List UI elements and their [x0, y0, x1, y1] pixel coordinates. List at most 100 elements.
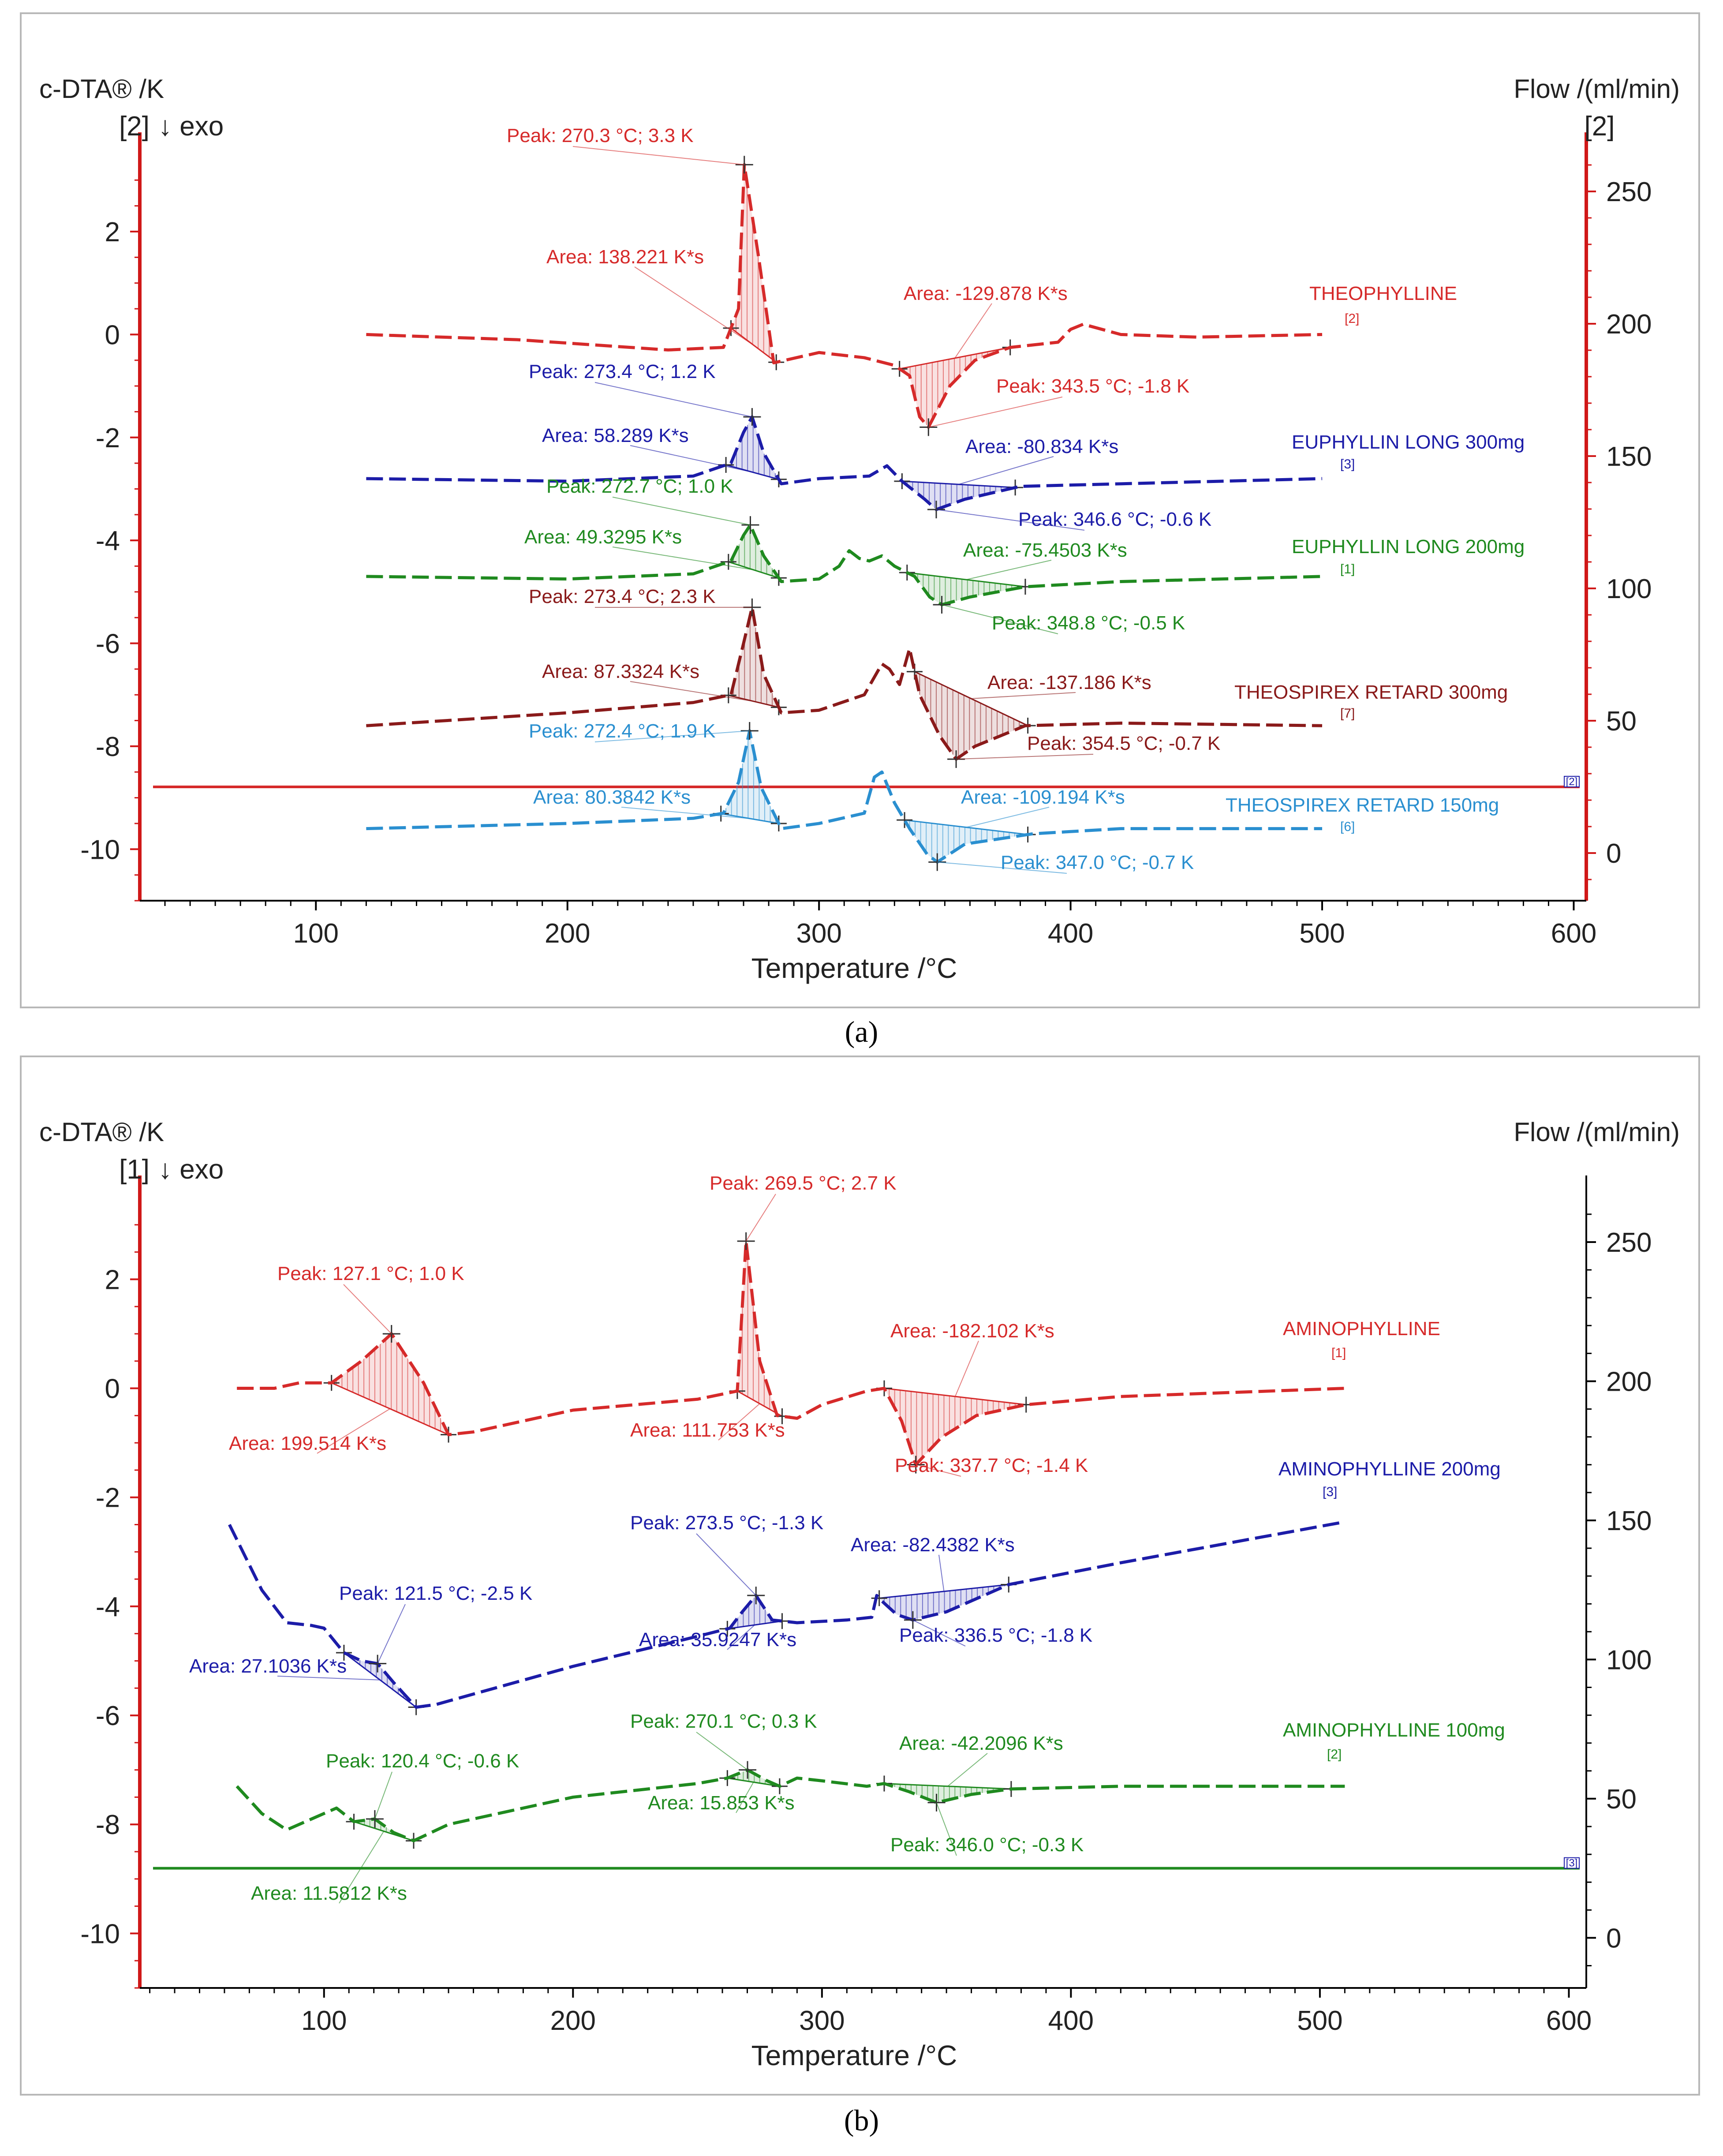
- series-line: [228, 1520, 1346, 1709]
- area-leader: [630, 445, 753, 473]
- peak-leader: [956, 754, 1094, 760]
- x-tick-label: 200: [550, 2006, 596, 2036]
- area-shading: [899, 347, 1010, 427]
- peak-label: Peak: 270.3 °C; 3.3 K: [507, 125, 694, 146]
- area-label: Area: 138.221 K*s: [546, 246, 704, 268]
- y-tick-label: 0: [105, 1374, 120, 1404]
- x-axis-title: Temperature /°C: [751, 952, 957, 984]
- y2-tick-label: 50: [1606, 1784, 1637, 1815]
- left-index-label: [1]: [119, 1154, 150, 1185]
- peak-label: Peak: 273.5 °C; -1.3 K: [630, 1512, 823, 1534]
- series-tag-label: [3]: [1323, 1485, 1337, 1499]
- x-axis-title: Temperature /°C: [751, 2040, 957, 2071]
- flow-line-tag-box: [1564, 776, 1580, 787]
- peak-leader: [612, 497, 751, 526]
- area-baseline: [728, 561, 779, 579]
- series-tag-label: [7]: [1340, 706, 1355, 721]
- series-name-label: EUPHYLLIN LONG 200mg: [1292, 536, 1525, 558]
- area-leader: [718, 1403, 760, 1441]
- peak-leader: [594, 730, 750, 742]
- peak-leader: [696, 1732, 748, 1770]
- area-label: Area: 58.289 K*s: [542, 425, 689, 446]
- x-tick-label: 600: [1546, 2006, 1592, 2036]
- area-label: Area: -109.194 K*s: [961, 786, 1125, 808]
- y-axis-title: c-DTA® /K: [39, 1117, 164, 1147]
- area-shading: [726, 417, 779, 479]
- series-theophylline: Area: 138.221 K*s Area: -129.878 K*s Peak:…: [366, 125, 1457, 436]
- area-shading: [914, 671, 1028, 760]
- series-tag-label: [2]: [1327, 1747, 1342, 1762]
- peak-label: Peak: 272.7 °C; 1.0 K: [546, 475, 733, 497]
- x-tick-label: 400: [1048, 2006, 1094, 2036]
- area-shading: [331, 1333, 449, 1435]
- area-label: Area: -75.4503 K*s: [963, 539, 1127, 561]
- area-leader: [938, 1554, 945, 1592]
- series-name-label: AMINOPHYLLINE: [1283, 1318, 1440, 1340]
- series-tag-label: [2]: [1345, 311, 1359, 326]
- flow-line-tag-box: [1564, 1857, 1580, 1869]
- area-label: Area: 87.3324 K*s: [542, 661, 699, 682]
- series-tag-label: [3]: [1340, 457, 1355, 472]
- area-label: Area: -182.102 K*s: [890, 1320, 1054, 1342]
- caption-a: (a): [845, 1015, 878, 1048]
- series-name-label: EUPHYLLIN LONG 300mg: [1292, 431, 1525, 453]
- y2-tick-label: 200: [1606, 1366, 1652, 1397]
- y2-tick-label: 250: [1606, 1228, 1652, 1258]
- y-axis-title: c-DTA® /K: [39, 74, 164, 104]
- series-aminophylline-100mg: Area: 15.853 K*s Area: -42.2096 K*s Area: …: [235, 1711, 1505, 1904]
- y-tick-label: -6: [96, 1701, 120, 1731]
- y2-tick-label: 50: [1606, 706, 1637, 737]
- series-line: [366, 163, 1323, 429]
- y-tick-label: 2: [105, 217, 120, 247]
- y-tick-label: -4: [96, 1592, 120, 1622]
- peak-label: Peak: 346.0 °C; -0.3 K: [890, 1834, 1084, 1856]
- peak-leader: [936, 509, 1085, 531]
- y2-tick-label: 0: [1606, 1923, 1621, 1954]
- x-tick-label: 500: [1297, 2006, 1342, 2036]
- peak-label: Peak: 127.1 °C; 1.0 K: [277, 1263, 464, 1284]
- y2-tick-label: 100: [1606, 574, 1652, 604]
- y-tick-label: -8: [96, 1810, 120, 1840]
- peak-leader: [377, 1604, 406, 1664]
- series-line: [366, 523, 1323, 606]
- left-index-label: [2]: [119, 111, 150, 142]
- area-leader: [621, 807, 750, 819]
- peak-leader: [937, 861, 1067, 874]
- y-tick-label: -8: [96, 732, 120, 762]
- area-shading: [884, 1783, 1011, 1803]
- series-tag-label: [1]: [1340, 562, 1355, 576]
- series-euphyllin-long-200mg: Area: 49.3295 K*s Area: -75.4503 K*s Peak:…: [366, 475, 1525, 634]
- y2-tick-label: 150: [1606, 1506, 1652, 1536]
- y2-tick-label: 150: [1606, 442, 1652, 472]
- peak-leader: [745, 1194, 776, 1242]
- y2-axis-title: Flow /(ml/min): [1514, 74, 1680, 104]
- area-label: Area: 80.3842 K*s: [533, 786, 691, 808]
- chart-panel-b: c-DTA® /K Flow /(ml/min) [1] ↓ exo Temperatu…: [20, 1056, 1700, 2096]
- peak-label: Peak: 337.7 °C; -1.4 K: [895, 1455, 1088, 1476]
- area-leader: [317, 1408, 390, 1454]
- dta-chart-a: c-DTA® /K Flow /(ml/min) [2] ↓ exo [2] Temper…: [39, 74, 1680, 984]
- x-tick-label: 300: [799, 2006, 845, 2036]
- area-label: Area: 49.3295 K*s: [524, 526, 682, 548]
- area-shading: [737, 1241, 782, 1416]
- y2-tick-label: 0: [1606, 838, 1621, 869]
- area-shading: [727, 1595, 782, 1629]
- series-name-label: AMINOPHYLLINE 100mg: [1283, 1719, 1505, 1741]
- area-label: Area: 27.1036 K*s: [189, 1655, 347, 1677]
- area-leader: [966, 807, 1050, 828]
- area-leader: [630, 681, 754, 702]
- series-tag-label: [6]: [1340, 820, 1355, 834]
- peak-label: Peak: 343.5 °C; -1.8 K: [996, 375, 1189, 397]
- x-tick-label: 200: [545, 918, 590, 949]
- peak-label: Peak: 273.4 °C; 2.3 K: [529, 586, 716, 607]
- peak-label: Peak: 354.5 °C; -0.7 K: [1027, 733, 1220, 754]
- series-name-label: AMINOPHYLLINE 200mg: [1278, 1458, 1501, 1480]
- area-label: Area: 111.753 K*s: [630, 1419, 785, 1441]
- area-label: Area: 199.514 K*s: [229, 1433, 386, 1454]
- area-shading: [907, 573, 1025, 605]
- peak-leader: [343, 1284, 392, 1334]
- series-name-label: THEOSPIREX RETARD 300mg: [1234, 681, 1508, 703]
- area-shading: [904, 820, 1028, 862]
- series-name-label: THEOSPIREX RETARD 150mg: [1226, 794, 1499, 816]
